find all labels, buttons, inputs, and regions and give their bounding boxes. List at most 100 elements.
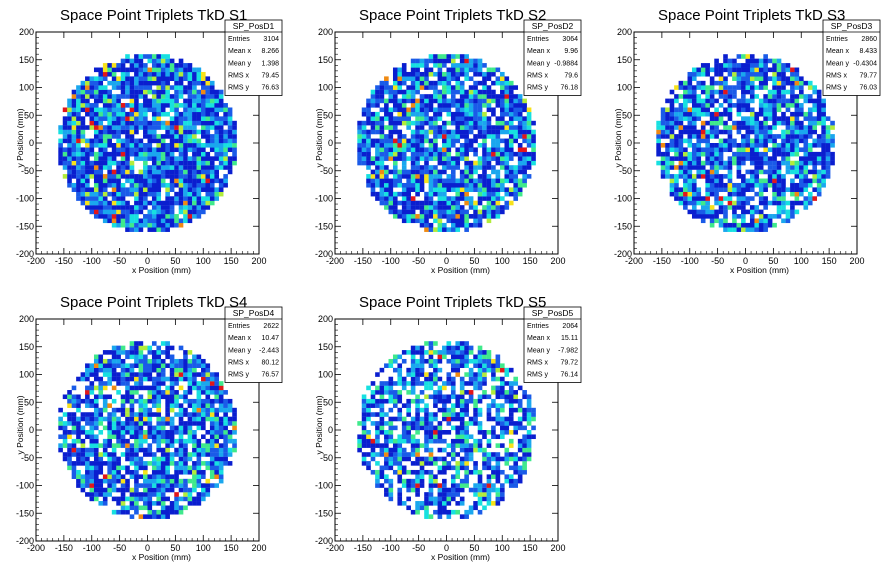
heatmap-cell	[227, 156, 233, 161]
heatmap-cell	[455, 160, 461, 166]
heatmap-cell	[223, 182, 228, 188]
heatmap-cell	[183, 456, 188, 462]
heatmap-cell	[384, 196, 389, 201]
heatmap-cell	[691, 94, 697, 99]
heatmap-cell	[700, 103, 706, 108]
heatmap-cell	[821, 116, 826, 121]
heatmap-cell	[401, 98, 407, 104]
heatmap-cell	[718, 63, 724, 68]
heatmap-cell	[392, 89, 398, 95]
heatmap-cell	[129, 151, 135, 157]
heatmap-cell	[825, 160, 831, 166]
heatmap-cell	[754, 182, 760, 188]
heatmap-cell	[794, 196, 800, 201]
heatmap-cell	[120, 358, 126, 364]
heatmap-cell	[718, 174, 724, 179]
heatmap-cell	[464, 107, 469, 113]
heatmap-cell	[178, 187, 184, 192]
heatmap-cell	[392, 191, 398, 197]
heatmap-cell	[111, 85, 117, 90]
heatmap-cell	[406, 214, 411, 219]
heatmap-cell	[111, 134, 117, 139]
heatmap-cell	[522, 147, 527, 153]
heatmap-cell	[129, 94, 135, 99]
heatmap-cell	[361, 129, 367, 135]
heatmap-cell	[379, 120, 385, 126]
heatmap-cell	[85, 461, 90, 466]
heatmap-cell	[674, 156, 679, 161]
heatmap-cell	[165, 58, 170, 64]
heatmap-cell	[727, 103, 733, 108]
heatmap-cell	[357, 160, 362, 166]
heatmap-cell	[406, 89, 411, 95]
heatmap-cell	[156, 363, 162, 368]
heatmap-cell	[129, 125, 135, 130]
heatmap-cell	[384, 381, 389, 386]
heatmap-cell	[147, 187, 153, 192]
heatmap-cell	[437, 103, 443, 108]
heatmap-cell	[156, 345, 162, 351]
heatmap-cell	[62, 120, 68, 126]
heatmap-cell	[80, 98, 86, 104]
heatmap-cell	[116, 461, 121, 466]
heatmap-cell	[169, 376, 175, 382]
heatmap-cell	[508, 147, 514, 153]
heatmap-cell	[129, 447, 135, 453]
heatmap-cell	[129, 58, 135, 64]
heatmap-cell	[500, 209, 505, 215]
heatmap-cell	[357, 138, 362, 144]
heatmap-cell	[125, 363, 130, 368]
stats-label: RMS y	[826, 85, 848, 92]
heatmap-cell	[116, 178, 121, 184]
heatmap-cell	[165, 200, 170, 206]
stats-value: 79.6	[564, 72, 578, 79]
heatmap-cell	[147, 425, 153, 431]
heatmap-cell	[687, 182, 693, 188]
heatmap-cell	[727, 138, 733, 144]
heatmap-cell	[125, 151, 130, 157]
heatmap-cell	[464, 160, 469, 166]
heatmap-cell	[736, 54, 742, 59]
heatmap-cell	[218, 443, 224, 448]
heatmap-cell	[736, 151, 742, 157]
heatmap-cell	[468, 58, 474, 64]
heatmap-cell	[147, 71, 153, 77]
heatmap-cell	[732, 125, 737, 130]
heatmap-cell	[89, 151, 95, 157]
heatmap-cell	[388, 178, 394, 184]
heatmap-cell	[705, 169, 710, 175]
heatmap-cell	[183, 63, 188, 68]
heatmap-cell	[214, 412, 220, 417]
heatmap-cell	[165, 129, 170, 135]
heatmap-cell	[384, 492, 389, 497]
heatmap-cell	[147, 89, 153, 95]
heatmap-cell	[187, 492, 193, 497]
heatmap-cell	[134, 214, 139, 219]
heatmap-cell	[732, 214, 737, 219]
heatmap-cell	[116, 209, 121, 215]
heatmap-cell	[803, 111, 809, 117]
heatmap-cell	[187, 425, 193, 431]
heatmap-cell	[85, 98, 90, 104]
heatmap-cell	[732, 120, 737, 126]
heatmap-cell	[169, 205, 175, 210]
heatmap-cell	[392, 469, 398, 475]
heatmap-cell	[169, 358, 175, 364]
heatmap-cell	[98, 367, 104, 373]
heatmap-cell	[464, 227, 469, 232]
heatmap-cell	[183, 174, 188, 179]
heatmap-cell	[138, 465, 144, 471]
heatmap-cell	[709, 156, 715, 161]
heatmap-cell	[93, 461, 99, 466]
heatmap-cell	[464, 151, 469, 157]
heatmap-cell	[138, 403, 144, 408]
heatmap-cell	[424, 111, 429, 117]
heatmap-cell	[772, 156, 777, 161]
heatmap-cell	[174, 143, 179, 148]
heatmap-cell	[696, 200, 702, 206]
heatmap-cell	[134, 425, 139, 431]
heatmap-cell	[209, 174, 215, 179]
heatmap-cell	[477, 111, 483, 117]
heatmap-cell	[151, 187, 157, 192]
heatmap-cell	[660, 165, 666, 170]
